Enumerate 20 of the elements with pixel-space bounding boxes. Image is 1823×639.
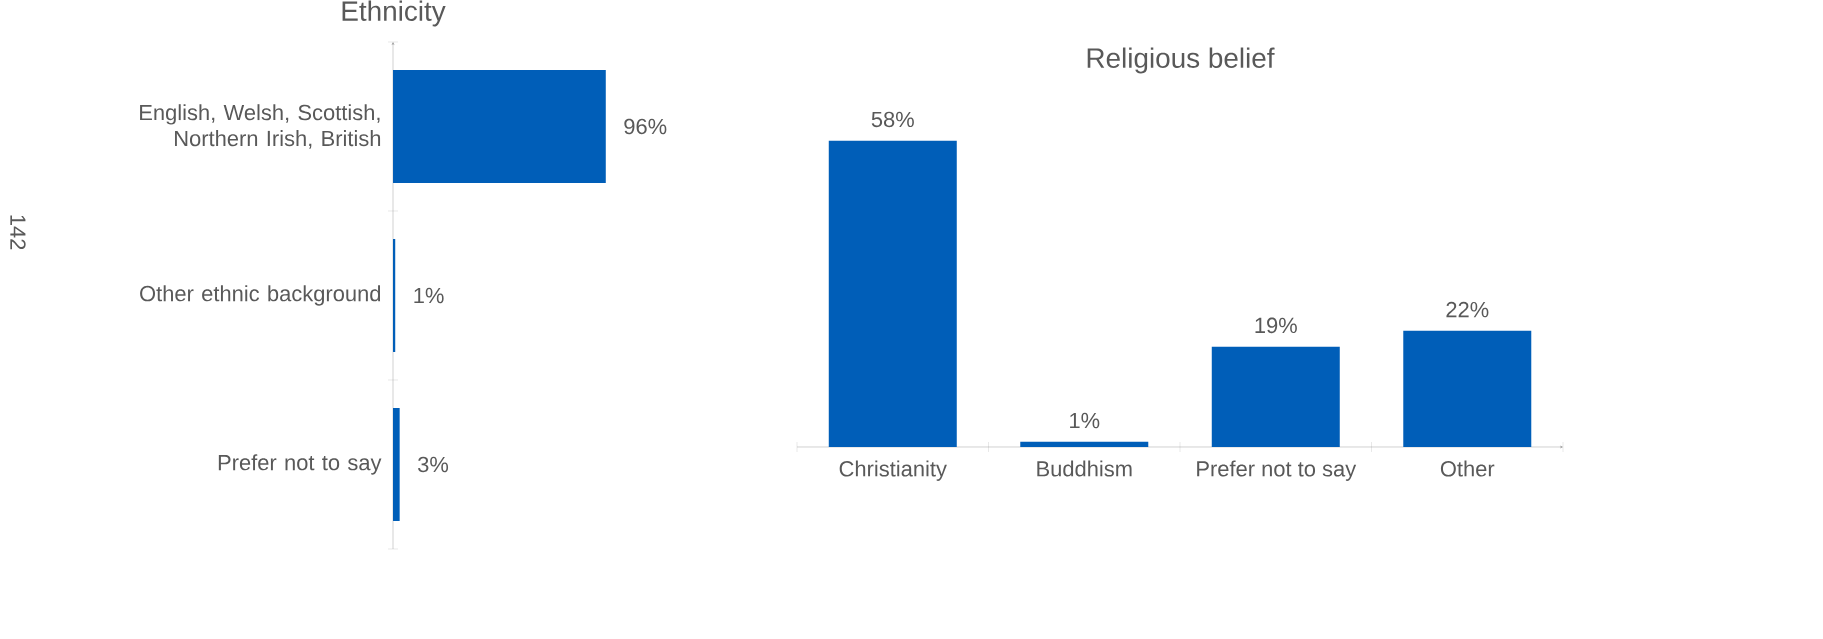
y-tick-label: English, Welsh, Scottish, Northern Irish, British [140, 104, 381, 149]
data-label: 3% [418, 456, 449, 473]
y-tick-label: Other ethnic background [140, 285, 381, 306]
bar [1211, 346, 1340, 447]
data-label: 22% [1446, 301, 1489, 318]
data-label: 1% [414, 287, 444, 304]
x-tick-label: Christianity [839, 460, 947, 481]
text: 142 [10, 215, 26, 250]
x-tick-label: Other [1440, 460, 1495, 477]
x-tick-label: Buddhism [1037, 460, 1132, 477]
bar [1403, 330, 1532, 447]
chart-title: Ethnicity [342, 0, 446, 27]
data-label: 19% [1255, 317, 1297, 334]
data-label: 96% [624, 118, 667, 135]
x-tick-label: Prefer not to say [1197, 460, 1357, 481]
bar [828, 140, 957, 447]
bar [1020, 441, 1149, 447]
data-label: 1% [1070, 412, 1100, 429]
data-label: 58% [871, 111, 914, 128]
chart-title: Religious belief [1087, 47, 1275, 74]
